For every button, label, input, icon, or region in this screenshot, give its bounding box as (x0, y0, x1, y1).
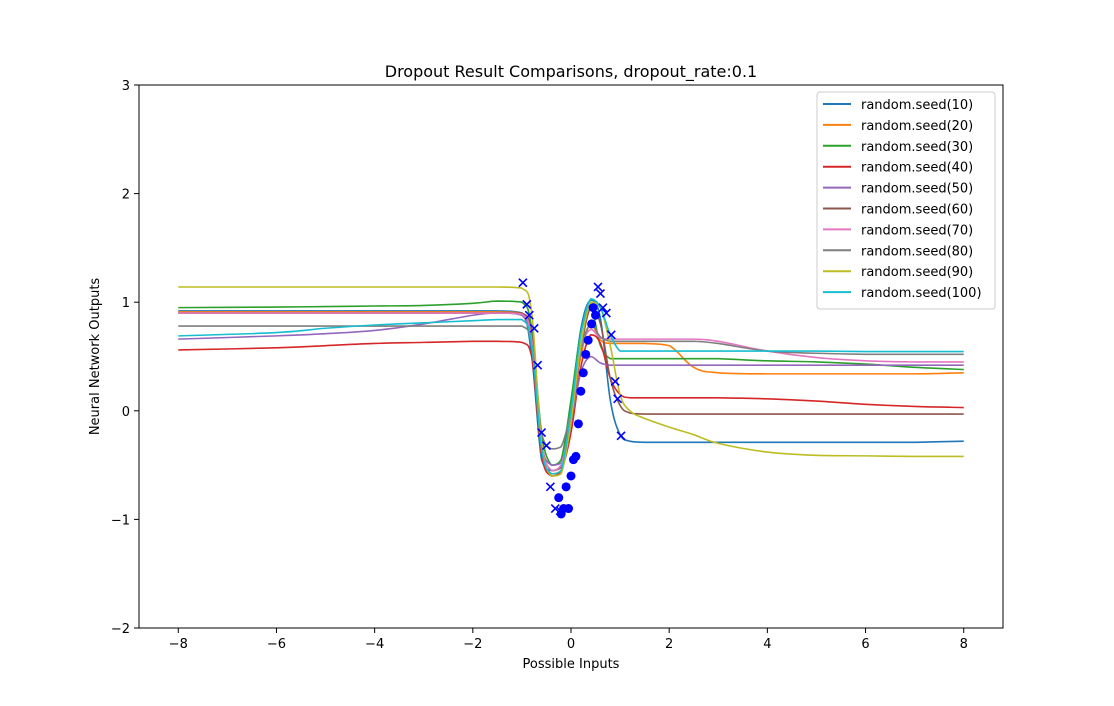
legend-label: random.seed(40) (861, 161, 973, 176)
x-tick-label: 4 (763, 637, 771, 652)
axes: −8 −6 −4 −2 0 2 4 6 8 −2 −1 0 1 2 3 (111, 79, 968, 652)
legend-label: random.seed(60) (861, 203, 973, 218)
training-point-circle (583, 335, 593, 345)
series-line-5 (178, 312, 964, 466)
training-point-cross (522, 299, 532, 309)
plot-area (178, 278, 964, 519)
training-point-circle (576, 386, 586, 396)
training-point-cross (555, 506, 565, 516)
y-axis-label: Neural Network Outputs (88, 278, 103, 436)
x-tick-label: 8 (960, 637, 968, 652)
series-line-8 (178, 323, 964, 450)
x-tick-label: 2 (665, 637, 673, 652)
series-line-6 (178, 306, 964, 472)
series-line-2 (178, 311, 964, 475)
training-point-cross (533, 360, 543, 370)
series-line-9 (178, 286, 964, 477)
y-tick-label: 3 (122, 79, 130, 94)
legend-label: random.seed(30) (861, 140, 973, 155)
training-point-circle (561, 482, 571, 492)
x-tick-label: −6 (267, 637, 286, 652)
training-point-cross (524, 310, 534, 320)
series-line-10 (178, 298, 964, 475)
series-line-7 (178, 312, 964, 472)
y-tick-label: 0 (122, 405, 130, 420)
training-point-cross (536, 427, 547, 438)
training-point-circle (587, 319, 597, 329)
legend-label: random.seed(20) (861, 119, 973, 134)
training-point-cross (593, 282, 603, 292)
training-point-circle (578, 368, 588, 378)
x-tick-label: 0 (567, 637, 575, 652)
training-point-circle (581, 349, 591, 359)
training-point-circle (564, 504, 574, 514)
training-point-circle (566, 471, 576, 481)
training-point-circle (554, 493, 564, 503)
training-point-cross (550, 503, 560, 514)
training-point-cross (610, 376, 620, 387)
training-point-circle (573, 419, 583, 429)
training-point-cross (613, 394, 623, 404)
legend-label: random.seed(10) (861, 98, 973, 113)
training-point-cross (601, 308, 611, 318)
legend-label: random.seed(70) (861, 223, 973, 238)
legend: random.seed(10) random.seed(20) random.see… (816, 91, 996, 310)
y-tick-label: −1 (111, 513, 130, 528)
x-axis-label: Possible Inputs (523, 657, 620, 672)
y-tick-label: −2 (111, 622, 130, 637)
legend-label: random.seed(80) (861, 244, 973, 259)
x-tick-label: −2 (463, 637, 482, 652)
x-tick-label: 6 (861, 637, 869, 652)
training-point-cross (545, 482, 555, 492)
series-line-4 (178, 333, 964, 477)
training-point-cross (518, 278, 528, 288)
training-point-cross (541, 440, 552, 451)
training-point-cross (616, 431, 626, 441)
training-point-cross (529, 323, 539, 333)
y-tick-label: 2 (122, 188, 130, 203)
legend-box (816, 91, 996, 310)
x-tick-label: −8 (169, 637, 188, 652)
training-point-cross (595, 288, 606, 299)
training-point-circle (571, 451, 581, 461)
training-point-cross (606, 330, 616, 340)
series-line-1 (178, 299, 964, 472)
legend-label: random.seed(90) (861, 265, 973, 280)
legend-label: random.seed(50) (861, 182, 973, 197)
training-point-cross (598, 303, 608, 313)
x-tick-label: −4 (365, 637, 384, 652)
training-point-circle (588, 303, 598, 313)
legend-label: random.seed(100) (861, 286, 982, 301)
training-point-circle (591, 310, 601, 320)
y-tick-label: 1 (122, 296, 130, 311)
chart-title: Dropout Result Comparisons, dropout_rate… (385, 62, 757, 82)
